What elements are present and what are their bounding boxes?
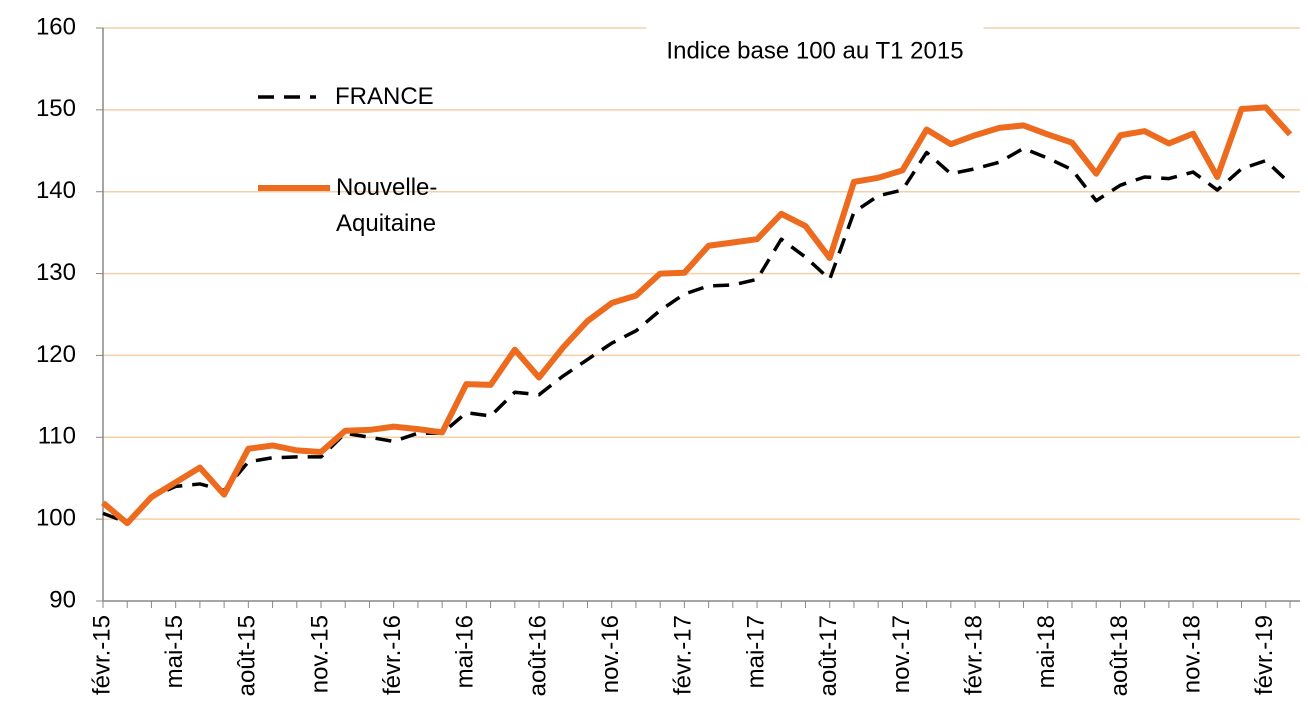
x-tick-label: août-15: [234, 615, 261, 696]
y-tick-label: 120: [36, 341, 76, 368]
x-tick-label: nov.-17: [888, 615, 915, 693]
legend-label: Nouvelle-Aquitaine: [336, 174, 438, 237]
series-line: [101, 104, 1293, 527]
x-tick-label: nov.-15: [306, 615, 333, 693]
x-tick-label: août-18: [1106, 615, 1133, 696]
y-tick-label: 160: [36, 13, 76, 40]
x-tick-label: févr.-17: [670, 615, 697, 695]
x-tick-label: févr.-15: [88, 615, 115, 695]
y-tick-label: 110: [38, 423, 76, 450]
y-tick-label: 130: [36, 259, 76, 286]
x-tick-label: nov.-18: [1178, 615, 1205, 693]
x-tick-label: mai-17: [742, 615, 769, 688]
x-tick-label: mai-15: [161, 615, 188, 688]
y-tick-label: 150: [36, 95, 76, 122]
y-tick-label: 100: [36, 504, 76, 531]
x-tick-label: févr.-16: [379, 615, 406, 695]
annotation-bg: [646, 20, 984, 40]
y-tick-label: 140: [36, 177, 76, 204]
y-tick-label: 90: [49, 586, 76, 613]
x-tick-label: févr.-19: [1251, 615, 1278, 695]
x-tick-label: févr.-18: [960, 615, 987, 695]
x-tick-label: mai-18: [1033, 615, 1060, 688]
legend-label: FRANCE: [335, 83, 434, 110]
series-line: [102, 146, 1292, 525]
x-tick-label: août-16: [524, 615, 551, 696]
x-tick-label: août-17: [815, 615, 842, 696]
x-tick-label: nov.-16: [597, 615, 624, 693]
x-tick-label: mai-16: [452, 615, 479, 688]
annotation: Indice base 100 au T1 2015: [666, 37, 963, 64]
